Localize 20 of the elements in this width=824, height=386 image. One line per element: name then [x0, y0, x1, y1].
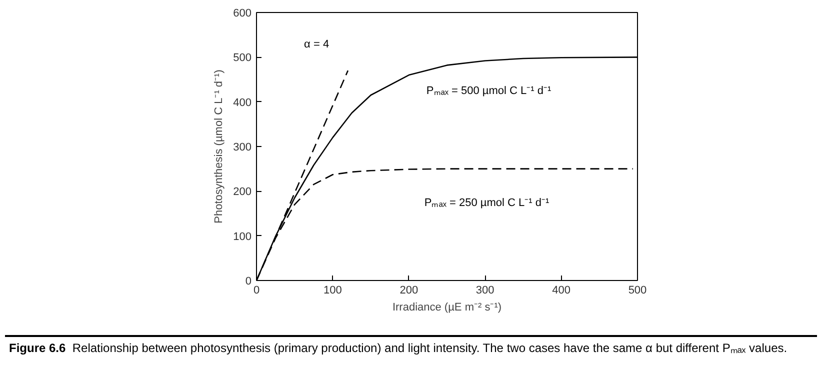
x-tick-label: 300 — [476, 284, 494, 296]
x-tick-label: 100 — [324, 284, 342, 296]
x-axis-title: Irradiance (µE m⁻² s⁻¹) — [392, 302, 502, 314]
y-axis-title: Photosynthesis (µmol C L⁻¹ d⁻¹) — [213, 70, 226, 224]
x-tick-label: 400 — [552, 284, 570, 296]
caption: Figure 6.6 — [9, 341, 66, 355]
text: Relationship between photosynthesis (primary production) and light intensity. The two cases have the same α but different Pₘₐₓ values. — [72, 341, 788, 355]
text: Pₘₐₓ = 250 µmol C L⁻¹ d⁻¹ — [424, 196, 550, 209]
x-tick-label: 0 — [253, 284, 260, 296]
x-tick-label: 200 — [400, 284, 418, 296]
y-tick-label: 400 — [233, 96, 252, 109]
y-tick-label: 300 — [233, 142, 252, 154]
y-tick-label: 500 — [233, 52, 252, 64]
y-tick-label: 100 — [233, 230, 252, 243]
series-label: Pₘₐₓ = 500 µmol C L⁻¹ d⁻¹ — [426, 85, 552, 98]
y-tick-label: 200 — [233, 186, 252, 198]
y-tick-label: 600 — [233, 8, 252, 20]
text: α = 4 — [304, 38, 330, 51]
x-tick-label: 500 — [628, 284, 647, 296]
y-tick-label: 0 — [245, 276, 252, 288]
